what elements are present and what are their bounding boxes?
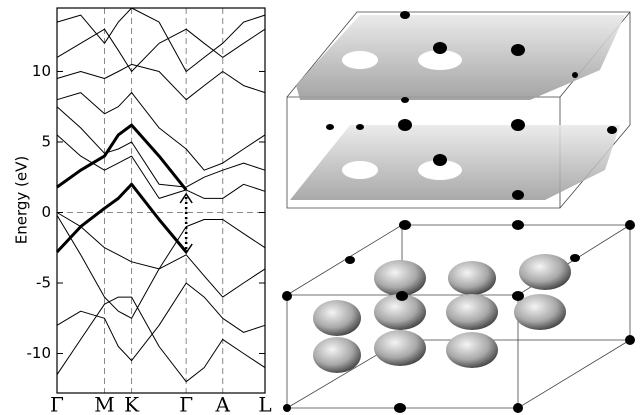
y-tick-label: 0	[41, 203, 51, 221]
x-tick-label: A	[215, 393, 231, 415]
band-line	[57, 184, 186, 252]
y-tick-label: -10	[27, 344, 52, 362]
band-line	[57, 8, 265, 72]
y-axis-label: Energy (eV)	[13, 156, 31, 244]
x-tick-label: K	[124, 393, 140, 415]
band-line	[57, 297, 265, 382]
band-line	[57, 64, 265, 99]
plot-frame	[57, 8, 265, 393]
y-tick-label: 10	[32, 62, 51, 80]
band-line	[57, 125, 186, 190]
x-tick-label: Γ	[179, 393, 193, 415]
figure: ΓMKΓAL-10-50510 Energy (eV)	[0, 0, 644, 415]
band-line	[57, 107, 265, 187]
y-tick-label: 5	[41, 132, 51, 150]
x-tick-label: M	[94, 393, 114, 415]
x-tick-label: Γ	[50, 393, 64, 415]
band-line	[57, 29, 265, 71]
y-tick-label: -5	[36, 274, 51, 292]
isosurface-bottom	[282, 220, 635, 413]
x-tick-label: L	[258, 393, 271, 415]
isosurface-top	[287, 11, 630, 208]
